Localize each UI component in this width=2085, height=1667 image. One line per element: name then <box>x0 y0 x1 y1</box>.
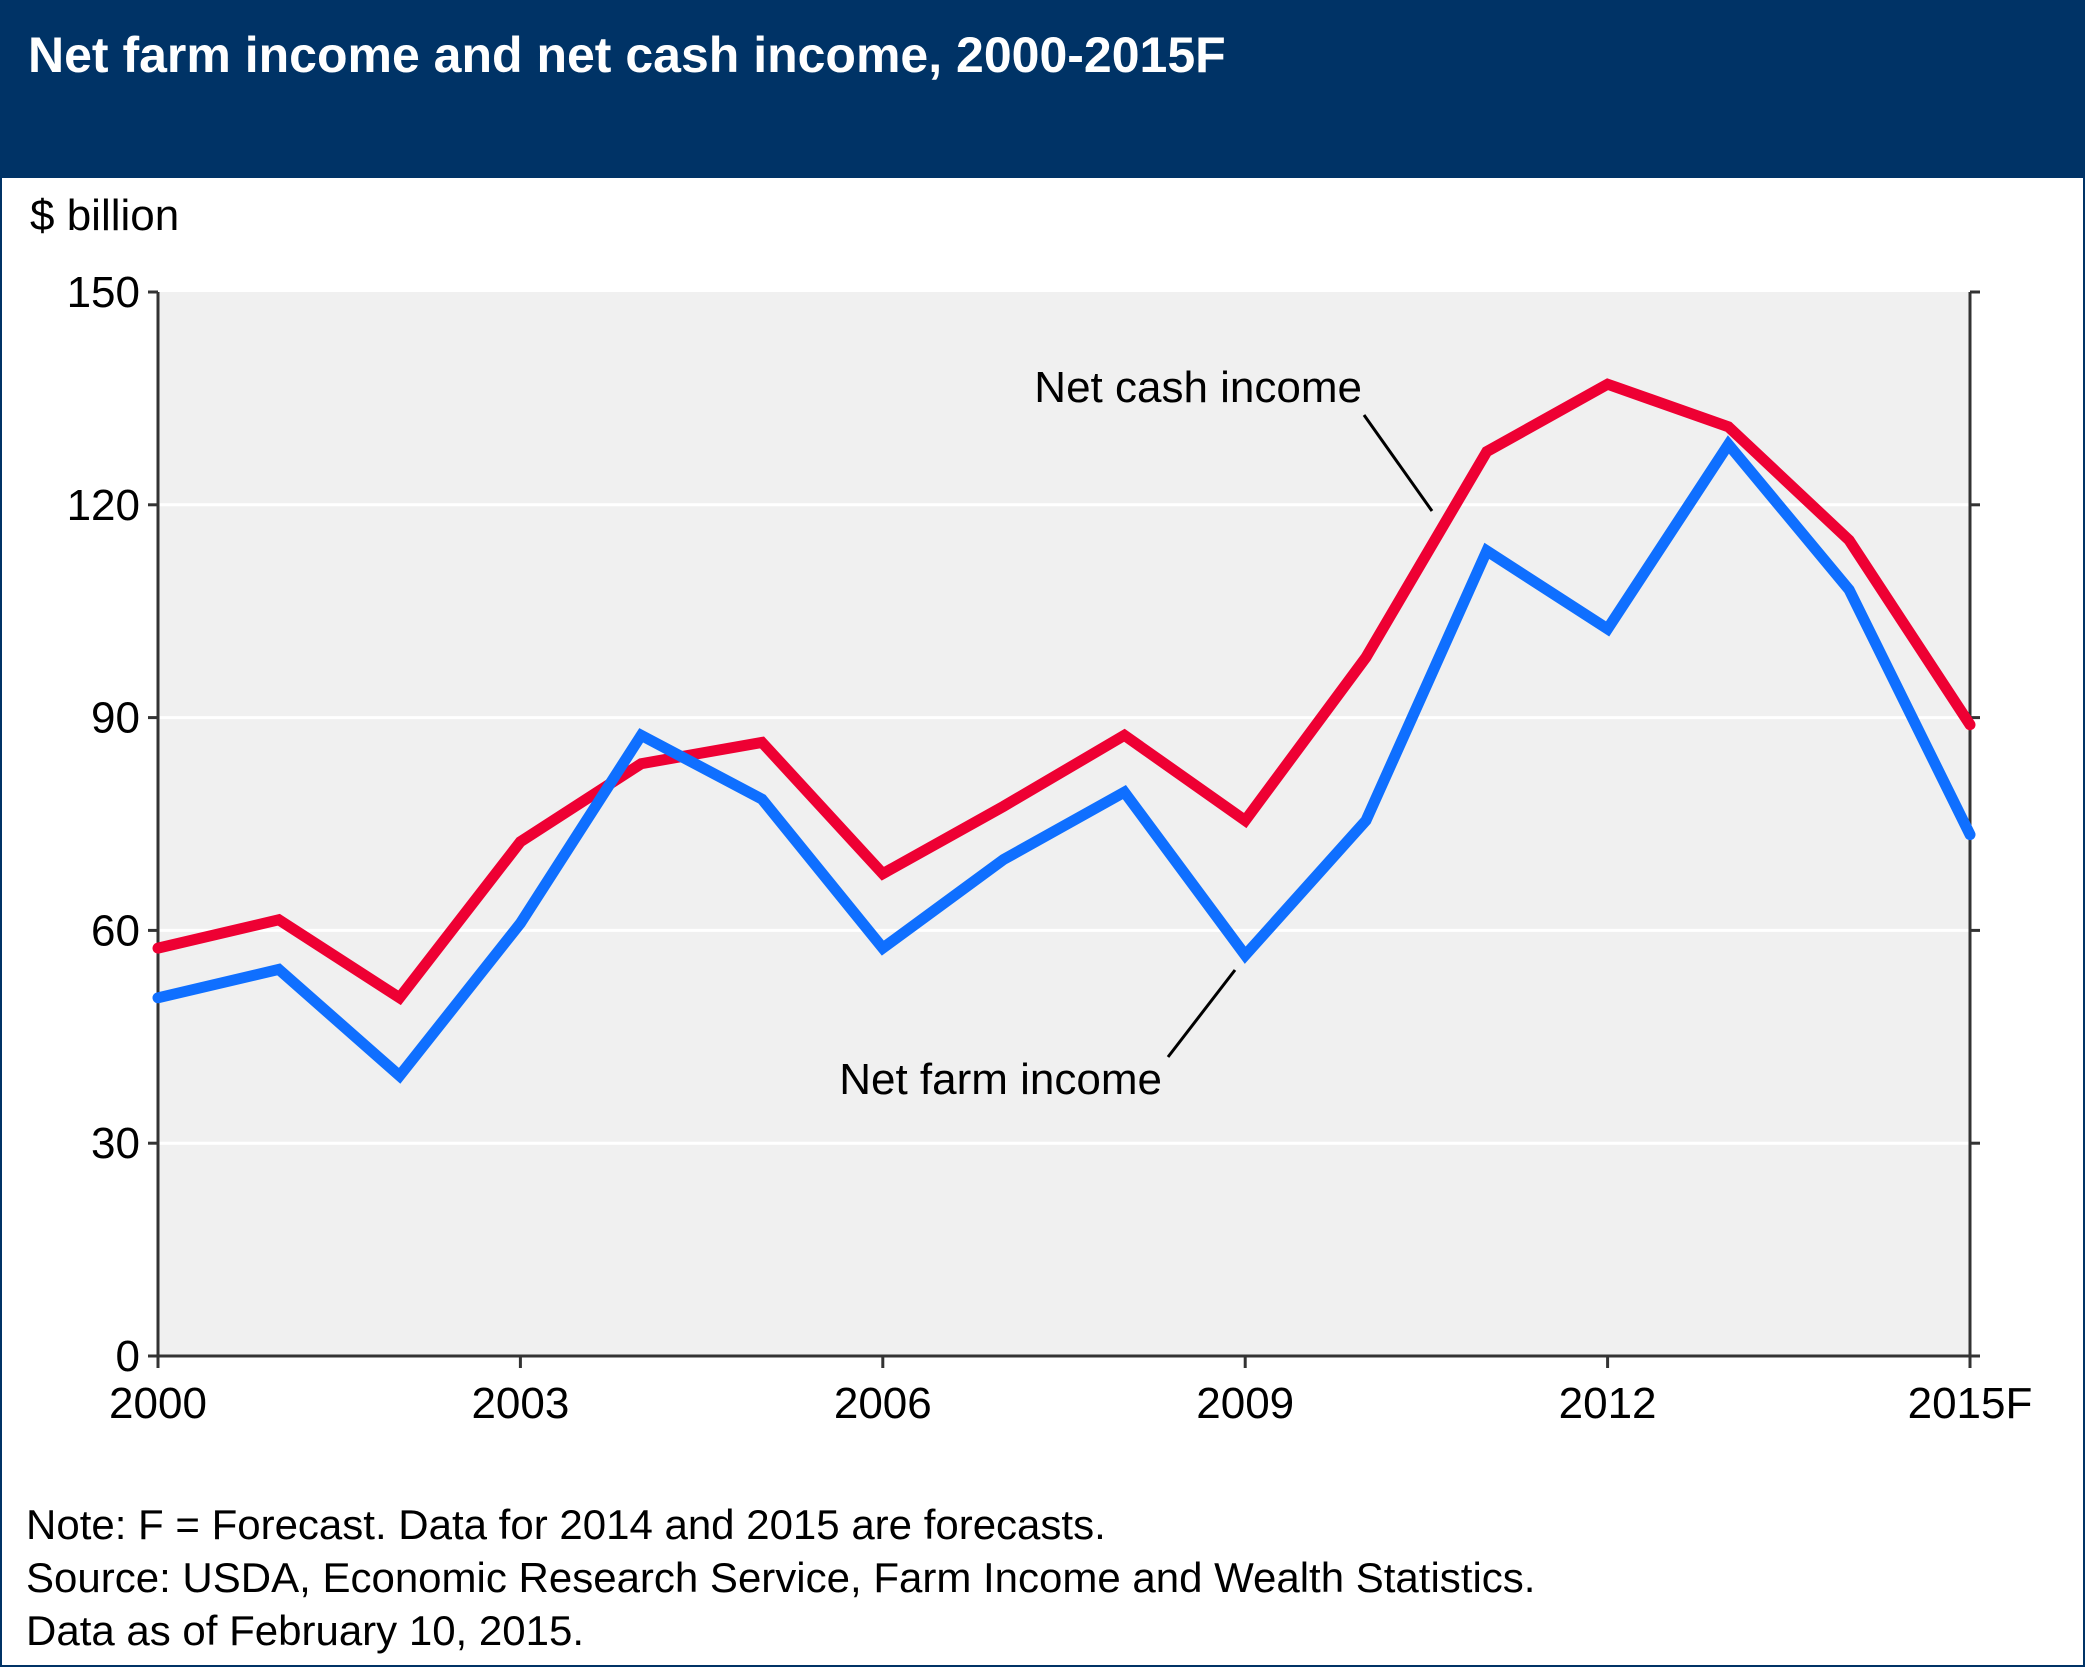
chart-title: Net farm income and net cash income, 200… <box>28 27 1226 83</box>
x-tick-label: 2006 <box>834 1379 932 1428</box>
title-bar: Net farm income and net cash income, 200… <box>2 2 2083 178</box>
net-farm-income-leader-line <box>1166 969 1237 1058</box>
net-cash-income-annotation: Net cash income <box>1034 363 1362 412</box>
notes: Note: F = Forecast. Data for 2014 and 20… <box>26 1498 1535 1657</box>
y-tick-label: 60 <box>91 906 140 955</box>
y-tick-label: 150 <box>67 268 140 317</box>
y-tick-label: 0 <box>116 1332 140 1381</box>
y-tick-label: 30 <box>91 1119 140 1168</box>
x-tick-label: 2009 <box>1196 1379 1294 1428</box>
series-group <box>152 378 1976 1084</box>
net-cash-income-leader-line <box>1362 414 1434 512</box>
note-source: Source: USDA, Economic Research Service,… <box>26 1554 1536 1601</box>
x-tick-label: 2012 <box>1559 1379 1657 1428</box>
x-tick-label: 2000 <box>109 1379 207 1428</box>
y-ticks: 0 30 60 90 120 150 <box>67 268 1980 1381</box>
y-axis-label: $ billion <box>30 191 179 240</box>
gridlines <box>158 503 1970 1145</box>
net-farm-income-line <box>152 435 1976 1084</box>
annotations: Net cash income Net farm income <box>839 363 1434 1104</box>
note-data-date: Data as of February 10, 2015. <box>26 1607 584 1654</box>
line-chart: $ billion 0 30 60 90 120 150 2000 2003 2006 2009… <box>30 191 2032 1428</box>
x-tick-label: 2003 <box>471 1379 569 1428</box>
y-tick-label: 90 <box>91 694 140 743</box>
y-tick-label: 120 <box>67 481 140 530</box>
x-tick-label: 2015F <box>1908 1379 2033 1428</box>
net-cash-income-line <box>152 378 1976 1006</box>
note-forecast: Note: F = Forecast. Data for 2014 and 20… <box>26 1501 1106 1548</box>
x-ticks: 2000 2003 2006 2009 2012 2015F <box>109 1356 2032 1428</box>
net-farm-income-annotation: Net farm income <box>839 1055 1162 1104</box>
